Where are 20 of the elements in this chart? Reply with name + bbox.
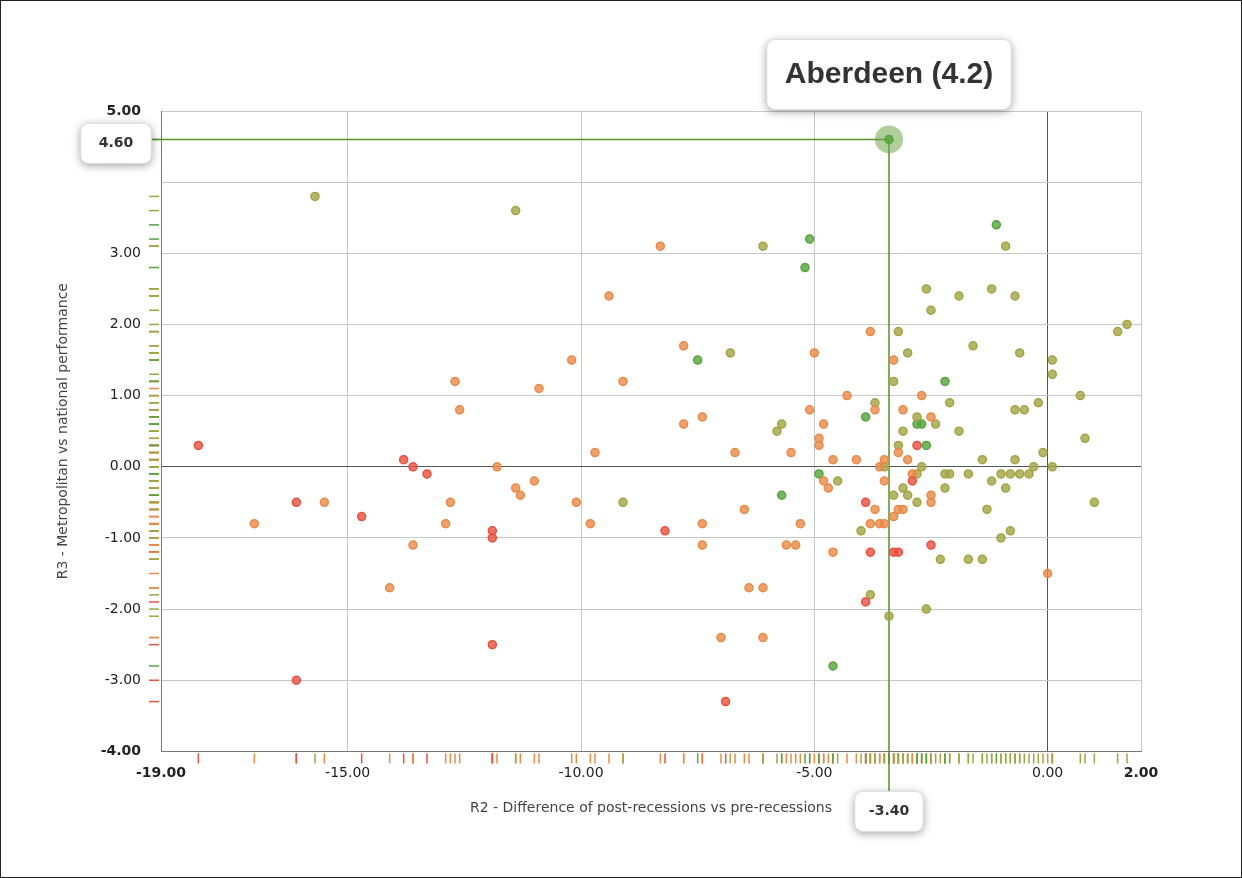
x-tick-label: -15.00 bbox=[325, 764, 371, 781]
y-tick-label: 5.00 bbox=[106, 101, 142, 118]
x-tick-label: 2.00 bbox=[1123, 764, 1159, 781]
annotation: Aberdeen (4.2) bbox=[784, 55, 994, 89]
y-tick-label: -2.00 bbox=[104, 599, 141, 616]
y-tick-label: -1.00 bbox=[104, 528, 141, 545]
x-axis-title: R2 - Difference of post-recessions vs pre-recessions bbox=[469, 799, 833, 816]
y-tick-label: 1.00 bbox=[109, 386, 141, 403]
x-tick-label: -5.00 bbox=[796, 764, 833, 781]
y-tick-label: 0.00 bbox=[109, 457, 141, 474]
y-tick-label: -3.00 bbox=[104, 670, 141, 687]
y-axis-title: R3 - Metropolitan vs national performance bbox=[54, 283, 71, 580]
x-tick-label: 0.00 bbox=[1032, 764, 1064, 781]
x-tick-label: -19.00 bbox=[135, 764, 187, 781]
ref-line-label: -3.40 bbox=[868, 802, 910, 819]
y-tick-label: 2.00 bbox=[109, 315, 141, 332]
ref-line-label: 4.60 bbox=[98, 134, 134, 151]
y-tick-label: -4.00 bbox=[100, 742, 142, 759]
x-tick-label: -10.00 bbox=[558, 764, 604, 781]
y-tick-label: 3.00 bbox=[109, 243, 141, 260]
